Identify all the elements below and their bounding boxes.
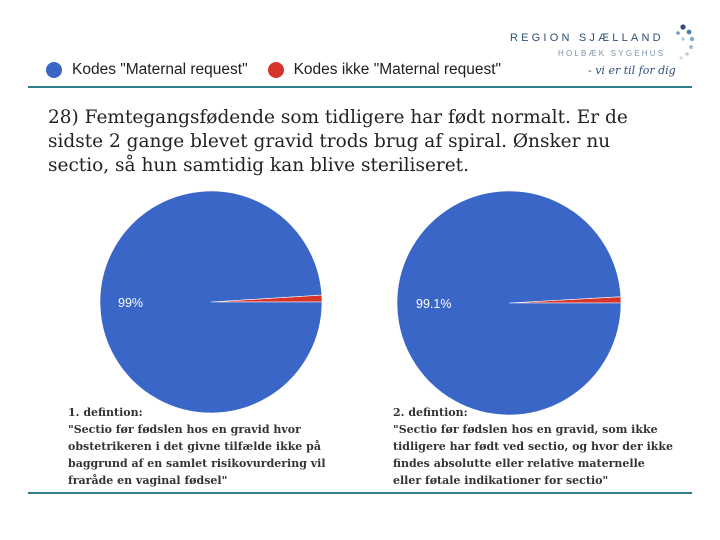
definition-2: 2. defintion: "Sectio før fødslen hos en… bbox=[393, 404, 693, 489]
dots-logo-icon bbox=[676, 24, 695, 60]
pie-data-label: 99% bbox=[118, 296, 143, 310]
definition-1: 1. defintion: "Sectio før fødslen hos en… bbox=[68, 404, 368, 489]
definition-title: 1. defintion: bbox=[68, 406, 143, 419]
logo-name: REGION SJÆLLAND bbox=[510, 32, 664, 44]
legend-swatch-blue bbox=[46, 62, 62, 78]
logo-tagline: - vi er til for dig bbox=[588, 64, 676, 77]
legend-label: Kodes ikke "Maternal request" bbox=[293, 61, 502, 78]
legend-swatch-red bbox=[267, 62, 284, 78]
pie-data-label: 99.1% bbox=[416, 297, 451, 311]
chart-legend: Kodes "Maternal request" Kodes ikke "Mat… bbox=[46, 59, 521, 81]
definition-text: "Sectio før fødslen hos en gravid, som i… bbox=[393, 423, 674, 487]
page-title: 28) Femtegangsfødende som tidligere har … bbox=[48, 107, 628, 176]
definition-text: "Sectio før fødslen hos en gravid hvor o… bbox=[68, 423, 326, 487]
logo-subtitle: HOLBÆK SYGEHUS bbox=[558, 49, 666, 58]
legend-item-not-maternal-request: Kodes ikke "Maternal request" bbox=[267, 61, 502, 79]
legend-label: Kodes "Maternal request" bbox=[72, 61, 248, 78]
definition-title: 2. defintion: bbox=[393, 406, 468, 419]
top-rule bbox=[28, 86, 692, 88]
pie-slice bbox=[396, 190, 622, 416]
bottom-rule bbox=[28, 492, 692, 494]
pie-slice bbox=[99, 190, 323, 414]
region-logo: REGION SJÆLLAND HOLBÆK SYGEHUS - vi er t… bbox=[506, 22, 696, 88]
legend-item-maternal-request: Kodes "Maternal request" bbox=[46, 61, 248, 79]
